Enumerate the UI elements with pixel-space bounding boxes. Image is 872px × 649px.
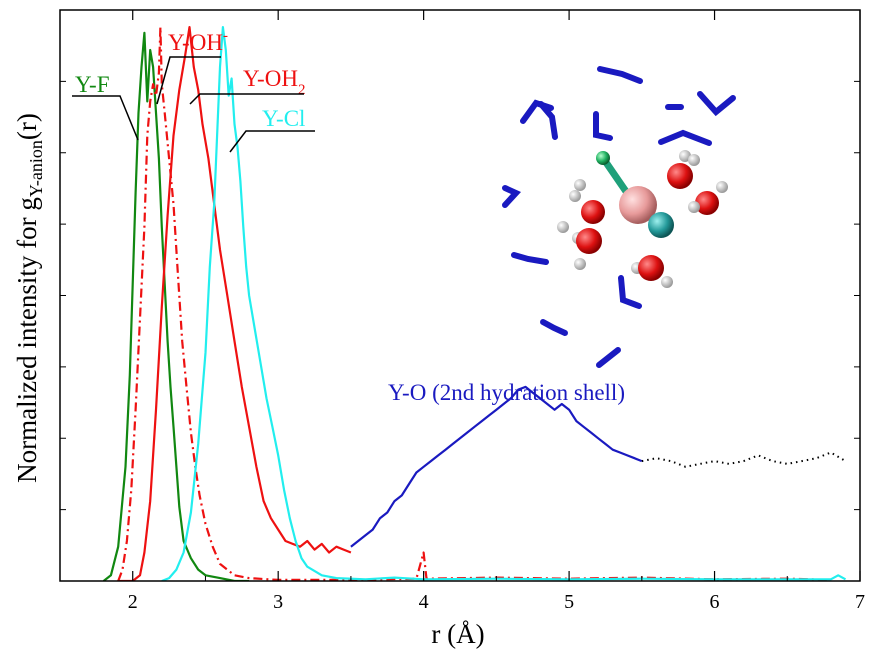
- y-axis-label-suffix: (r): [12, 113, 42, 140]
- annotation-y-oh-sup: -: [223, 28, 228, 44]
- annotation-y-f: Y-F: [72, 72, 139, 141]
- hydrogen-atom: [661, 276, 673, 288]
- series-line-y-cl: [161, 26, 847, 581]
- x-tick-label: 5: [564, 591, 574, 613]
- hydrogen-atom: [679, 150, 691, 162]
- annotation-y-oh2-sub: 2: [298, 82, 306, 98]
- oxygen-atom: [638, 255, 664, 281]
- annotation-y-cl-label: Y-Cl: [262, 106, 305, 131]
- x-axis-label: r (Å): [431, 619, 484, 649]
- oxygen-atom: [667, 163, 693, 189]
- second-shell-water-sticks: [502, 66, 736, 368]
- hydrogen-atom: [688, 201, 700, 213]
- oxygen-atom: [581, 200, 605, 224]
- hydrogen-atom: [716, 181, 728, 193]
- annotation-y-cl: Y-Cl: [229, 106, 315, 153]
- yttrium-atom: [619, 186, 657, 224]
- molecular-structure-icon: [502, 66, 736, 368]
- series-line-tail-dotted: [641, 451, 847, 468]
- series-line-y-f: [102, 31, 250, 581]
- hydrogen-atom: [574, 179, 586, 191]
- oxygen-atom: [695, 191, 719, 215]
- x-tick-label: 6: [710, 591, 720, 613]
- annotation-y-oh-base: Y-OH: [168, 30, 223, 55]
- fluoride-atom: [648, 212, 674, 238]
- hydrogen-atom: [569, 190, 581, 202]
- leader-y-oh: [156, 56, 221, 105]
- leader-y-f: [72, 95, 139, 141]
- hydrogen-atom: [574, 258, 586, 270]
- series-line-y-o-2nd-hydration-shell: [350, 385, 643, 548]
- annotation-y-oh2: Y-OH2: [189, 66, 305, 105]
- annotation-y-o: Y-O (2nd hydration shell): [388, 380, 625, 405]
- y-axis-label-subscript: Y-anion: [26, 140, 46, 197]
- y-axis-label-prefix: Normalized intensity for g: [12, 197, 42, 483]
- plot-frame: [59, 9, 861, 582]
- x-tick-label: 7: [855, 591, 865, 613]
- x-tick-label: 2: [128, 591, 138, 613]
- series-line-y-oh2: [118, 26, 352, 581]
- annotation-y-oh-label: Y-OH-: [168, 28, 228, 55]
- series-line-y-oh: [117, 26, 831, 581]
- annotation-y-f-label: Y-F: [75, 72, 110, 97]
- oxygen-atom: [576, 228, 602, 254]
- annotation-y-oh2-base: Y-OH: [243, 66, 298, 91]
- annotation-y-oh2-label: Y-OH2: [243, 66, 305, 98]
- chlorine-atom: [596, 151, 610, 165]
- hydrogen-atom: [688, 154, 700, 166]
- annotation-y-oh: Y-OH-: [156, 28, 228, 105]
- series-layer: [102, 26, 847, 581]
- ticks-layer: 2 3 4 5 6 7: [59, 10, 865, 613]
- leader-y-cl: [229, 130, 315, 153]
- y-axis-label: Normalized intensity for gY-anion(r): [12, 113, 46, 483]
- x-tick-label: 4: [419, 591, 429, 613]
- x-tick-label: 3: [273, 591, 283, 613]
- hydrogen-atom: [557, 221, 569, 233]
- leader-y-oh2: [189, 93, 304, 105]
